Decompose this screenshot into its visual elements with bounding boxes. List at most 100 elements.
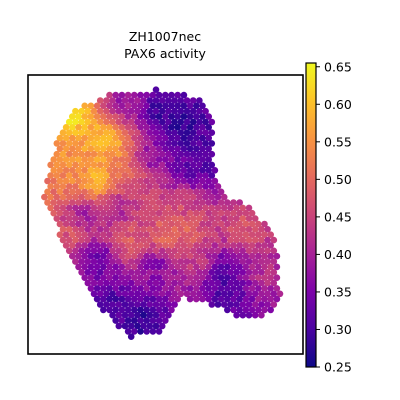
tissue-spot [248,285,256,292]
tissue-spot [162,306,169,314]
tissue-spot [208,204,216,212]
tissue-spot [273,263,281,271]
tissue-spot [165,183,172,190]
tissue-spot [242,209,250,217]
tissue-spot [137,124,144,131]
tissue-spot [180,134,188,142]
tissue-spot [56,177,64,185]
tissue-spot [127,118,135,126]
tissue-spot [131,242,138,249]
tissue-spot [127,215,135,222]
tissue-spot [162,242,169,249]
tissue-spot [109,107,116,115]
tissue-spot [183,269,191,276]
tissue-spot [158,129,166,136]
tissue-spot [78,236,85,244]
tissue-spot [96,172,104,179]
tissue-spot [143,167,150,174]
tissue-spot [137,209,144,217]
tissue-spot [146,279,154,287]
tissue-spot [162,317,169,324]
tissue-spot [177,129,185,136]
tissue-spot [146,140,154,147]
tissue-spot [177,226,185,233]
tissue-spot [137,231,144,238]
tissue-spot [261,285,268,292]
tissue-spot [168,263,175,271]
tissue-spot [127,172,135,179]
tissue-spot [230,199,237,206]
tissue-spot [214,183,222,190]
tissue-spot [131,295,138,303]
tissue-spot [112,263,119,271]
tissue-spot [242,285,250,292]
tissue-spot [158,301,166,308]
tissue-spot [137,91,144,99]
tissue-spot [155,231,163,238]
tissue-spot [149,274,157,282]
tissue-spot [152,301,160,308]
tissue-spot [208,140,216,147]
tissue-spot [158,161,166,169]
tissue-spot [177,236,185,244]
tissue-spot [103,279,110,287]
tissue-spot [186,124,194,131]
tissue-spot [134,150,141,158]
tissue-spot [189,118,197,126]
tissue-spot [81,124,88,131]
tissue-spot [109,247,116,255]
tissue-spot [165,204,172,212]
tissue-spot [137,113,144,120]
tissue-spot [214,279,222,287]
tissue-spot [211,285,219,292]
tissue-spot [106,220,113,228]
tissue-spot [186,177,194,185]
tissue-spot [72,258,79,265]
tissue-spot [149,156,157,163]
tissue-spot [134,183,141,190]
tissue-spot [180,156,188,163]
tissue-spot [127,301,135,308]
tissue-spot [134,107,141,115]
tissue-spot [146,226,154,233]
tissue-spot [245,301,253,308]
tissue-spot [174,209,181,217]
tissue-spot [193,220,200,228]
tissue-spot [177,97,185,104]
tissue-spot [149,220,157,228]
tissue-spot [127,129,135,136]
tissue-spot [112,188,119,196]
tissue-spot [84,161,92,169]
tissue-spot [118,274,126,282]
tissue-spot [196,129,203,136]
tissue-spot [127,107,135,115]
tissue-spot [155,177,163,185]
tissue-spot [78,129,85,136]
tissue-spot [267,295,275,303]
tissue-spot [134,226,141,233]
tissue-spot [84,204,92,212]
tissue-spot [81,188,88,196]
tissue-spot [217,242,225,249]
tissue-spot [158,204,166,212]
tissue-spot [50,188,57,196]
tissue-spot [254,263,262,271]
tissue-spot [158,118,166,126]
tissue-spot [115,118,123,126]
tissue-spot [183,107,191,115]
tissue-spot [96,301,104,308]
tissue-spot [112,285,119,292]
tissue-spot [115,236,123,244]
tissue-spot [171,172,178,179]
tissue-spot [189,258,197,265]
tissue-spot [93,156,101,163]
tissue-spot [149,91,157,99]
tissue-spot [152,290,160,298]
tissue-spot [258,269,265,276]
tissue-spot [112,167,119,174]
tissue-spot [53,183,61,190]
tissue-spot [155,113,163,120]
tissue-spot [211,188,219,196]
tissue-spot [81,252,88,260]
tissue-spot [193,242,200,249]
